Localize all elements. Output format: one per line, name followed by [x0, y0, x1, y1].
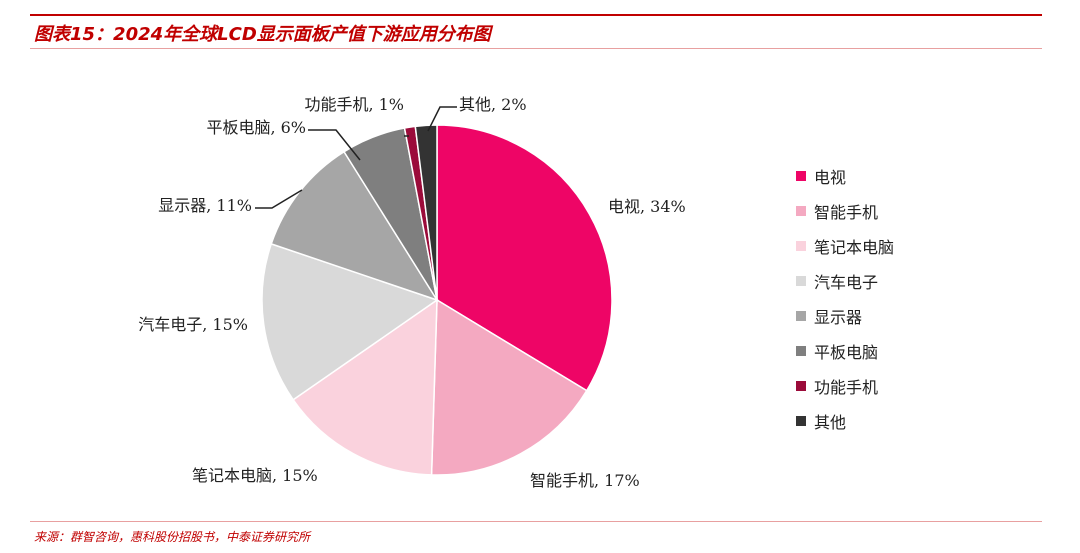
data-label-5: 显示器, 11%: [158, 196, 252, 215]
legend-label: 笔记本电脑: [814, 237, 895, 257]
legend-item-8: 其他: [796, 403, 894, 438]
legend-label: 平板电脑: [814, 342, 879, 362]
legend-item-7: 功能手机: [796, 368, 894, 403]
data-label-4: 汽车电子, 15%: [138, 315, 248, 334]
legend-item-4: 汽车电子: [796, 263, 894, 298]
legend-swatch: [796, 380, 806, 391]
chart-title: 图表15：2024年全球LCD显示面板产值下游应用分布图: [34, 24, 491, 45]
leader-line-6: [308, 129, 361, 161]
legend-swatch: [796, 415, 806, 426]
legend-item-2: 智能手机: [796, 193, 894, 228]
legend-label: 汽车电子: [814, 272, 879, 292]
legend-swatch: [796, 345, 806, 356]
top-rule: [30, 14, 1042, 16]
source-note: 来源：群智咨询，惠科股份招股书，中泰证券研究所: [34, 530, 311, 544]
data-label-6: 平板电脑, 6%: [206, 118, 306, 137]
pie-slice-1: [436, 124, 613, 392]
chart-legend: 电视智能手机笔记本电脑汽车电子显示器平板电脑功能手机其他: [796, 158, 894, 438]
pie-slice-3: [292, 298, 438, 476]
data-label-8: 其他, 2%: [459, 95, 527, 114]
legend-label: 其他: [814, 412, 847, 432]
leader-line-5: [255, 189, 303, 209]
data-label-2: 智能手机, 17%: [530, 471, 640, 490]
legend-swatch: [796, 275, 806, 286]
legend-swatch: [796, 205, 806, 216]
legend-item-3: 笔记本电脑: [796, 228, 894, 263]
legend-swatch: [796, 310, 806, 321]
leader-line-8: [427, 106, 457, 132]
legend-label: 显示器: [814, 307, 863, 327]
data-label-3: 笔记本电脑, 15%: [192, 466, 318, 485]
pie-slice-8: [414, 124, 438, 301]
legend-label: 电视: [814, 167, 847, 187]
legend-swatch: [796, 170, 806, 181]
data-label-1: 电视, 34%: [608, 197, 686, 216]
legend-item-5: 显示器: [796, 298, 894, 333]
legend-item-1: 电视: [796, 158, 894, 193]
legend-label: 功能手机: [814, 377, 879, 397]
pie-slice-4: [261, 242, 439, 401]
title-divider: [30, 48, 1042, 49]
legend-label: 智能手机: [814, 202, 879, 222]
bottom-divider: [30, 521, 1042, 522]
data-label-7: 功能手机, 1%: [304, 95, 404, 114]
pie-slice-2: [430, 298, 588, 476]
legend-swatch: [796, 240, 806, 251]
legend-item-6: 平板电脑: [796, 333, 894, 368]
